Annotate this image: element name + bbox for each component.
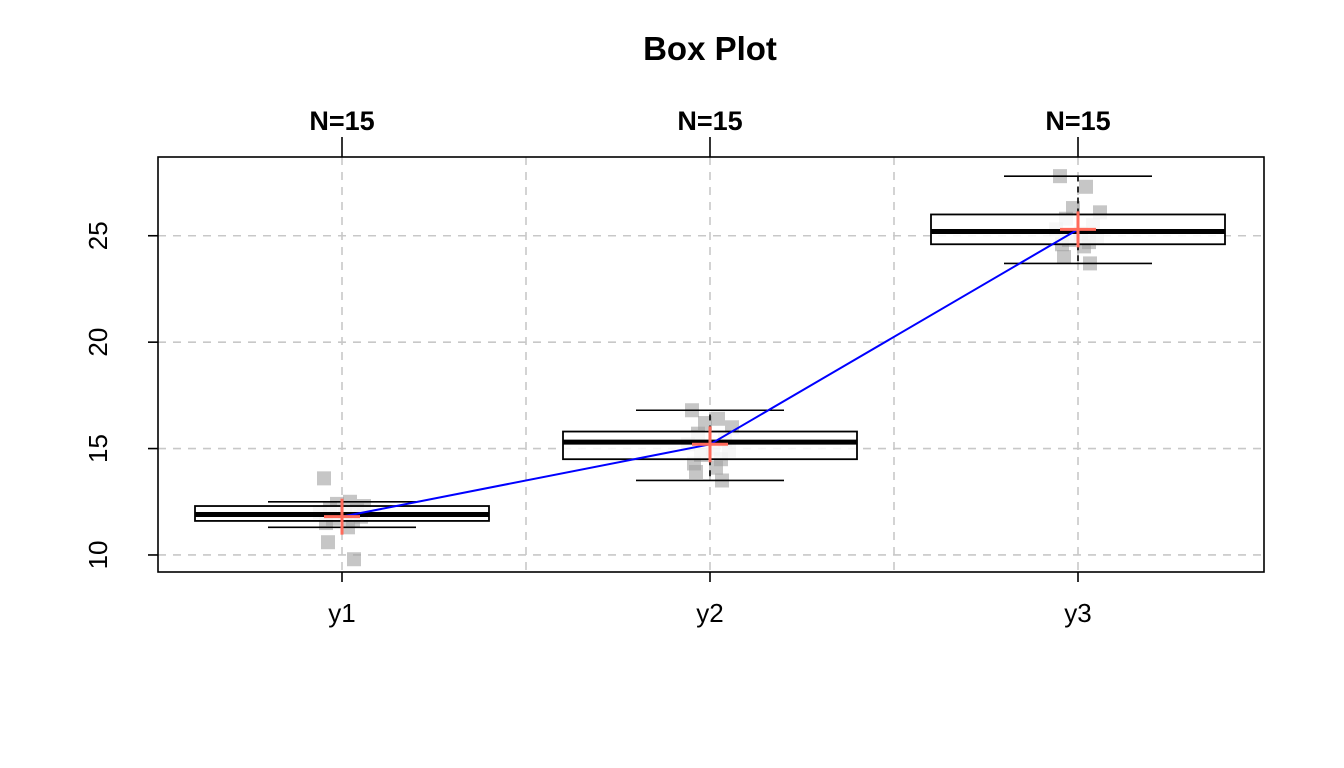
chart-title: Box Plot: [643, 30, 777, 67]
data-point: [321, 535, 335, 550]
y-tick-label: 25: [83, 221, 113, 250]
data-point: [709, 460, 723, 475]
data-point: [317, 471, 331, 486]
y-tick-label: 10: [83, 541, 113, 570]
mean-marker-y1: [324, 498, 360, 535]
x-tick-label: y3: [1064, 598, 1091, 628]
plot-frame: [157, 156, 1265, 573]
mean-layer: [324, 211, 1096, 535]
y-tick-label: 20: [83, 328, 113, 357]
data-point: [689, 464, 703, 479]
data-point: [1057, 250, 1071, 265]
count-label: N=15: [677, 106, 742, 136]
y-tick-label: 15: [83, 434, 113, 463]
axes-layer: 10 15 20 25 y1 N=15 y2 N=15 y3 N=15: [83, 106, 1265, 628]
x-tick-label: y2: [696, 598, 723, 628]
data-point: [711, 411, 725, 426]
x-tick-label: y1: [328, 598, 355, 628]
count-label: N=15: [309, 106, 374, 136]
mean-marker-y2: [692, 426, 728, 463]
data-point: [347, 552, 361, 567]
data-point: [1079, 179, 1093, 194]
mean-marker-y3: [1060, 211, 1096, 248]
count-label: N=15: [1045, 106, 1110, 136]
